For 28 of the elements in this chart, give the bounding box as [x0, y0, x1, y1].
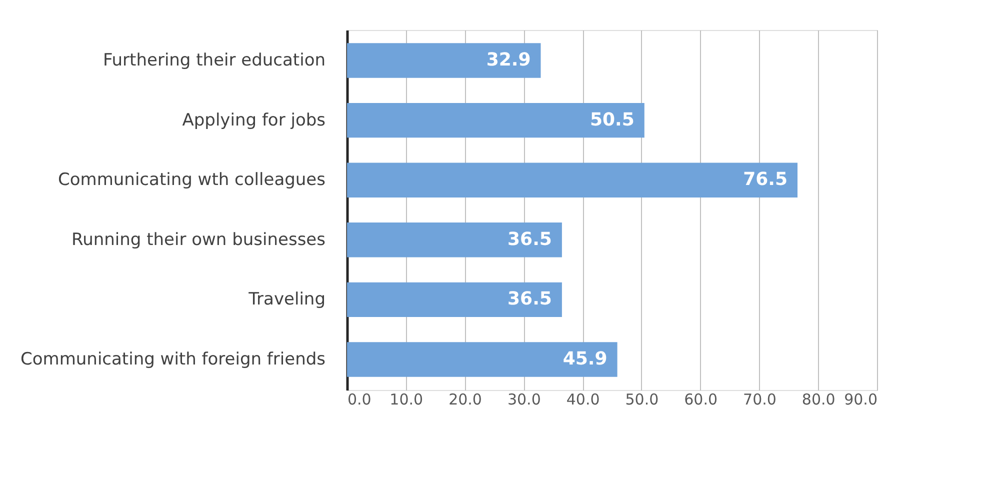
x-tick-label: 0.0: [348, 390, 372, 408]
y-tick-label: Communicating with foreign friends: [20, 350, 326, 370]
y-tick-label: Applying for jobs: [182, 110, 326, 130]
y-tick-label: Furthering their education: [102, 50, 326, 70]
y-tick-label: Communicating wth colleagues: [58, 170, 326, 190]
y-tick-label: Running their own businesses: [72, 230, 326, 250]
x-tick-label: 70.0: [743, 390, 776, 408]
data-label: 45.9: [562, 348, 608, 370]
bar: [347, 342, 618, 377]
data-label: 36.5: [508, 288, 552, 310]
bar: [347, 222, 562, 258]
x-tick-label: 30.0: [507, 390, 541, 408]
x-tick-label: 80.0: [802, 390, 836, 408]
y-tick-label: Traveling: [248, 290, 326, 310]
x-tick-label: 10.0: [390, 390, 424, 408]
data-label: 50.5: [590, 109, 634, 130]
x-tick-label: 90.0: [844, 390, 878, 408]
data-label: 36.5: [508, 228, 552, 250]
x-tick-label: 40.0: [566, 390, 600, 408]
data-label: 32.9: [486, 50, 531, 70]
x-tick-label: 60.0: [684, 390, 718, 408]
x-tick-label: 20.0: [448, 390, 482, 408]
bar: [347, 43, 541, 78]
data-label: 76.5: [743, 169, 788, 190]
bar: [347, 102, 644, 138]
x-tick-label: 50.0: [625, 390, 659, 408]
bar: [347, 282, 562, 318]
bar: [347, 162, 798, 198]
